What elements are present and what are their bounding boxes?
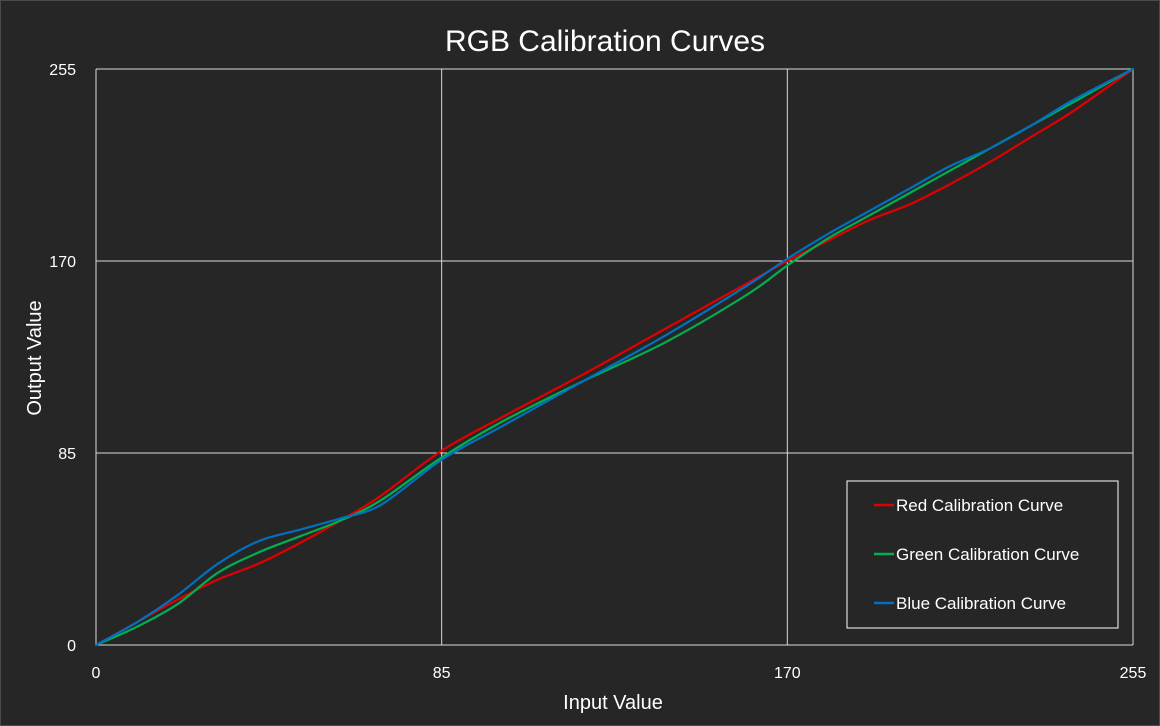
y-tick-label: 85: [58, 446, 76, 463]
x-tick-label: 170: [774, 665, 801, 682]
series-line-green: [94, 67, 1135, 647]
x-tick-label: 85: [433, 665, 451, 682]
y-tick-label: 170: [49, 254, 76, 271]
y-tick-label: 255: [49, 62, 76, 79]
legend: Red Calibration Curve Green Calibration C…: [846, 480, 1119, 629]
y-tick-label: 0: [67, 638, 76, 655]
x-axis-label: Input Value: [563, 692, 663, 714]
legend-label-blue: Blue Calibration Curve: [896, 594, 1066, 613]
legend-label-green: Green Calibration Curve: [896, 545, 1079, 564]
chart-title: RGB Calibration Curves: [445, 25, 765, 58]
series-line-red: [94, 67, 1135, 647]
legend-label-red: Red Calibration Curve: [896, 496, 1063, 515]
x-tick-label: 0: [92, 665, 101, 682]
series-line-blue: [94, 67, 1135, 647]
series-lines: [94, 67, 1135, 647]
x-tick-label: 255: [1120, 665, 1147, 682]
grid: [95, 68, 1134, 646]
tick-labels: 0 85 170 255 0 85 170 255: [49, 62, 1146, 682]
y-axis-label: Output Value: [24, 300, 46, 415]
